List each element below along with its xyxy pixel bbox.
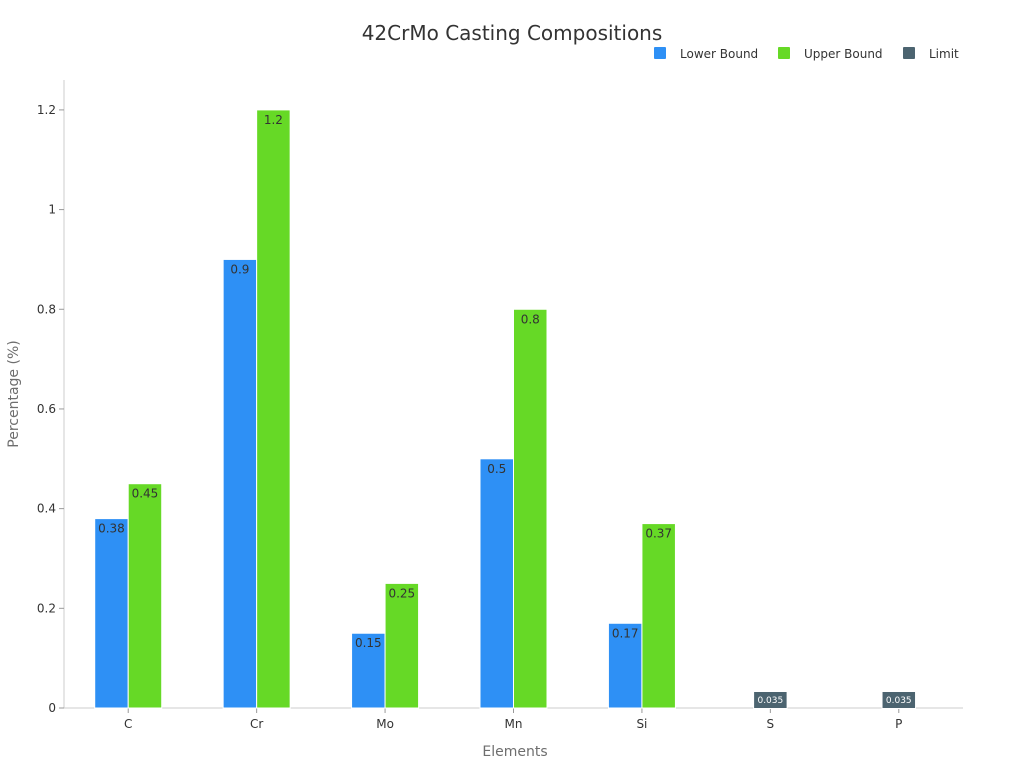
x-tick-label: Mn (505, 717, 523, 731)
x-tick-label: Si (636, 717, 647, 731)
bar-labels: 0.38 0.45 0.9 1.2 0.15 0.25 0.5 0.8 0.17 0.37 0.03… (98, 113, 912, 706)
legend-swatch-lower-bound[interactable] (654, 47, 666, 59)
y-tick-label: 0.4 (37, 502, 56, 516)
x-tick-label: S (767, 717, 775, 731)
y-axis: 0 0.2 0.4 0.6 0.8 1 1.2 (37, 80, 65, 715)
y-tick-label: 1 (48, 203, 56, 217)
bar-lower-mo (351, 632, 386, 709)
bar-label-limit-p: 0.035 (886, 696, 912, 706)
bar-label-upper-mn: 0.8 (521, 312, 540, 326)
y-tick-label: 1.2 (37, 103, 56, 117)
bar-label-upper-c: 0.45 (132, 487, 159, 501)
bar-limit-p (881, 691, 917, 709)
legend-swatch-limit[interactable] (903, 47, 915, 59)
chart-title: 42CrMo Casting Compositions (362, 21, 663, 45)
y-axis-label: Percentage (%) (6, 340, 22, 447)
legend: Lower Bound Upper Bound Limit (654, 47, 959, 61)
bar-label-lower-c: 0.38 (98, 522, 125, 536)
y-tick-label: 0.2 (37, 601, 56, 615)
y-tick-label: 0 (48, 701, 56, 715)
bar-label-upper-cr: 1.2 (264, 113, 283, 127)
x-tick-label: C (124, 717, 132, 731)
bar-label-lower-cr: 0.9 (230, 262, 249, 276)
bar-upper-c (127, 483, 163, 709)
legend-swatch-upper-bound[interactable] (778, 47, 790, 59)
legend-label-limit[interactable]: Limit (929, 47, 959, 61)
bars (94, 109, 917, 709)
bar-lower-c (94, 518, 129, 709)
legend-label-lower-bound[interactable]: Lower Bound (680, 47, 758, 61)
bar-upper-cr (256, 109, 291, 709)
bar-label-limit-s: 0.035 (757, 696, 783, 706)
bar-lower-mn (479, 458, 514, 709)
bar-label-upper-mo: 0.25 (388, 586, 415, 600)
bar-label-lower-si: 0.17 (612, 626, 639, 640)
x-tick-label: Cr (250, 717, 263, 731)
x-tick-label: Mo (376, 717, 394, 731)
bar-upper-mo (384, 582, 420, 709)
x-axis-label: Elements (482, 744, 547, 760)
bar-upper-si (641, 523, 676, 709)
y-tick-label: 0.6 (37, 402, 56, 416)
bar-label-lower-mo: 0.15 (355, 636, 382, 650)
y-tick-label: 0.8 (37, 302, 56, 316)
bar-lower-cr (222, 258, 258, 709)
x-tick-label: P (895, 717, 902, 731)
x-axis: C Cr Mo Mn Si S P (64, 707, 963, 731)
bar-label-upper-si: 0.37 (645, 527, 672, 541)
bar-limit-s (753, 691, 788, 709)
bar-upper-mn (513, 308, 548, 709)
legend-label-upper-bound[interactable]: Upper Bound (804, 47, 883, 61)
bar-lower-si (607, 622, 643, 709)
bar-label-lower-mn: 0.5 (487, 462, 506, 476)
